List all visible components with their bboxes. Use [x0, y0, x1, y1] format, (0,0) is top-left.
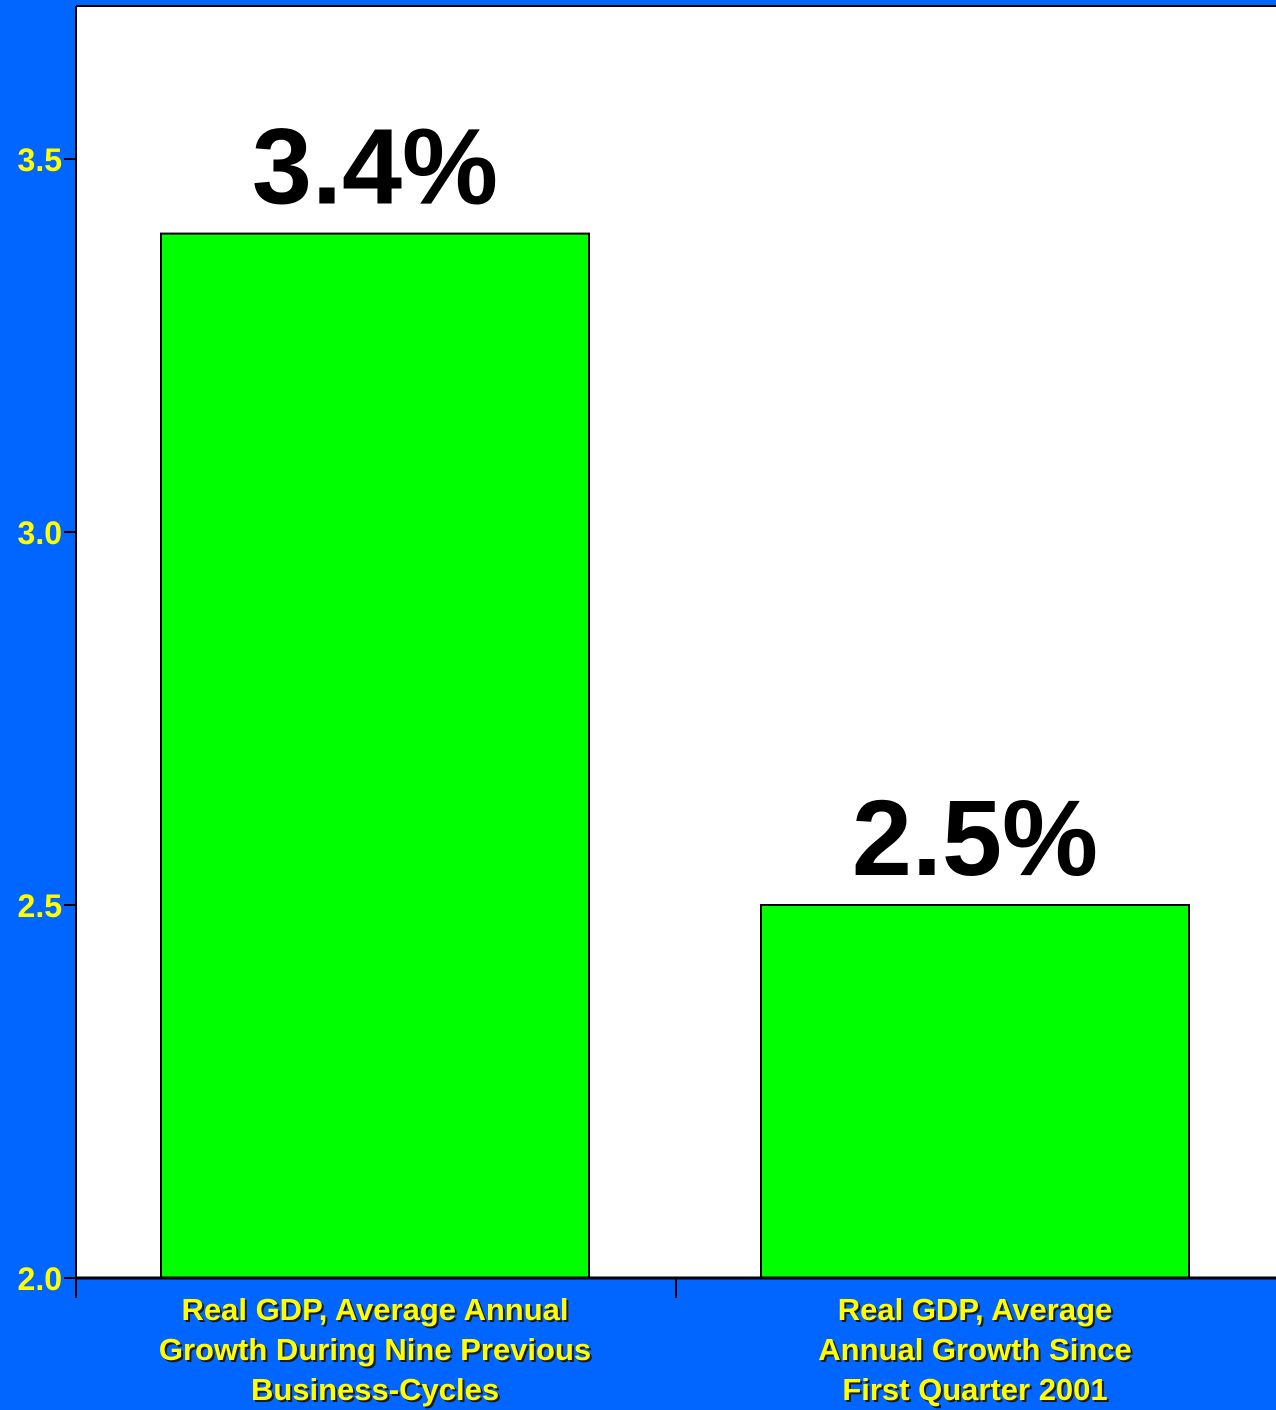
y-axis: 2.0 2.5 3.0 3.5: [18, 6, 77, 1298]
category-label-2: Real GDP, Average Annual Growth Since Fi…: [818, 1292, 1132, 1407]
bar-2: [760, 904, 1190, 1279]
y-tick-label: 3.5: [18, 142, 62, 178]
bar-value-label-2: 2.5%: [852, 777, 1098, 898]
bar-1: [160, 232, 590, 1280]
category-label-1: Real GDP, Average Annual Growth During N…: [158, 1292, 592, 1407]
bar-value-label-1: 3.4%: [252, 106, 498, 227]
y-tick-label: 2.5: [18, 888, 62, 924]
bars-group: [160, 232, 1190, 1280]
y-tick-label: 3.0: [18, 515, 62, 551]
y-tick-label: 2.0: [18, 1261, 62, 1297]
x-axis: [75, 5, 1276, 1298]
data-labels-group: 3.4% 2.5%: [252, 106, 1098, 898]
